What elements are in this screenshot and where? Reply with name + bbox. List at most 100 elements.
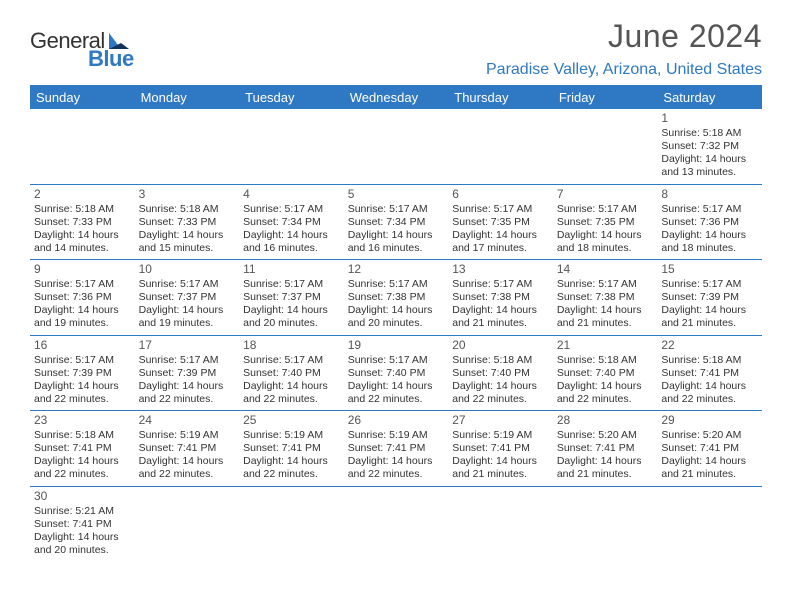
sunrise-text: Sunrise: 5:17 AM — [243, 278, 340, 291]
daylight-text: Daylight: 14 hours and 21 minutes. — [557, 304, 654, 330]
daylight-text: Daylight: 14 hours and 22 minutes. — [34, 380, 131, 406]
day-info: Sunrise: 5:17 AMSunset: 7:35 PMDaylight:… — [557, 203, 654, 256]
day-info: Sunrise: 5:19 AMSunset: 7:41 PMDaylight:… — [243, 429, 340, 482]
sunset-text: Sunset: 7:38 PM — [557, 291, 654, 304]
location-text: Paradise Valley, Arizona, United States — [486, 61, 762, 79]
sunset-text: Sunset: 7:38 PM — [348, 291, 445, 304]
sunset-text: Sunset: 7:41 PM — [661, 442, 758, 455]
daylight-text: Daylight: 14 hours and 18 minutes. — [661, 229, 758, 255]
calendar-cell: 21Sunrise: 5:18 AMSunset: 7:40 PMDayligh… — [553, 335, 658, 411]
sunrise-text: Sunrise: 5:17 AM — [34, 278, 131, 291]
calendar-cell: 1Sunrise: 5:18 AMSunset: 7:32 PMDaylight… — [657, 109, 762, 184]
day-number: 20 — [452, 338, 549, 352]
sunset-text: Sunset: 7:37 PM — [139, 291, 236, 304]
sunrise-text: Sunrise: 5:17 AM — [34, 354, 131, 367]
calendar-cell — [553, 486, 658, 561]
day-number: 17 — [139, 338, 236, 352]
sunrise-text: Sunrise: 5:18 AM — [34, 203, 131, 216]
calendar-cell: 20Sunrise: 5:18 AMSunset: 7:40 PMDayligh… — [448, 335, 553, 411]
sunrise-text: Sunrise: 5:17 AM — [557, 278, 654, 291]
daylight-text: Daylight: 14 hours and 22 minutes. — [661, 380, 758, 406]
daylight-text: Daylight: 14 hours and 17 minutes. — [452, 229, 549, 255]
day-info: Sunrise: 5:19 AMSunset: 7:41 PMDaylight:… — [452, 429, 549, 482]
calendar-cell — [135, 109, 240, 184]
day-info: Sunrise: 5:17 AMSunset: 7:38 PMDaylight:… — [557, 278, 654, 331]
sunset-text: Sunset: 7:37 PM — [243, 291, 340, 304]
weekday-header: Saturday — [657, 86, 762, 110]
sunrise-text: Sunrise: 5:19 AM — [243, 429, 340, 442]
day-info: Sunrise: 5:17 AMSunset: 7:39 PMDaylight:… — [139, 354, 236, 407]
day-info: Sunrise: 5:19 AMSunset: 7:41 PMDaylight:… — [348, 429, 445, 482]
daylight-text: Daylight: 14 hours and 22 minutes. — [452, 380, 549, 406]
calendar-cell — [239, 486, 344, 561]
header: General June 2024 Paradise Valley, Arizo… — [30, 18, 762, 79]
daylight-text: Daylight: 14 hours and 22 minutes. — [348, 380, 445, 406]
calendar-cell: 15Sunrise: 5:17 AMSunset: 7:39 PMDayligh… — [657, 260, 762, 336]
daylight-text: Daylight: 14 hours and 22 minutes. — [34, 455, 131, 481]
sunrise-text: Sunrise: 5:18 AM — [139, 203, 236, 216]
calendar-body: 1Sunrise: 5:18 AMSunset: 7:32 PMDaylight… — [30, 109, 762, 561]
calendar-cell: 27Sunrise: 5:19 AMSunset: 7:41 PMDayligh… — [448, 411, 553, 487]
daylight-text: Daylight: 14 hours and 22 minutes. — [139, 380, 236, 406]
calendar-page: General June 2024 Paradise Valley, Arizo… — [0, 0, 792, 612]
sunrise-text: Sunrise: 5:17 AM — [348, 354, 445, 367]
sunrise-text: Sunrise: 5:18 AM — [557, 354, 654, 367]
sunset-text: Sunset: 7:41 PM — [34, 442, 131, 455]
calendar-cell — [657, 486, 762, 561]
sunrise-text: Sunrise: 5:17 AM — [348, 278, 445, 291]
sunset-text: Sunset: 7:38 PM — [452, 291, 549, 304]
sunset-text: Sunset: 7:35 PM — [452, 216, 549, 229]
day-number: 10 — [139, 262, 236, 276]
sunset-text: Sunset: 7:41 PM — [557, 442, 654, 455]
day-number: 19 — [348, 338, 445, 352]
brand-blue-wrap: Blue — [30, 46, 134, 72]
daylight-text: Daylight: 14 hours and 20 minutes. — [34, 531, 131, 557]
day-number: 3 — [139, 187, 236, 201]
brand-blue: Blue — [88, 46, 134, 71]
sunset-text: Sunset: 7:41 PM — [243, 442, 340, 455]
sunset-text: Sunset: 7:40 PM — [243, 367, 340, 380]
day-number: 21 — [557, 338, 654, 352]
calendar-cell: 22Sunrise: 5:18 AMSunset: 7:41 PMDayligh… — [657, 335, 762, 411]
day-number: 26 — [348, 413, 445, 427]
sunrise-text: Sunrise: 5:17 AM — [348, 203, 445, 216]
daylight-text: Daylight: 14 hours and 20 minutes. — [348, 304, 445, 330]
sunset-text: Sunset: 7:34 PM — [348, 216, 445, 229]
day-info: Sunrise: 5:18 AMSunset: 7:41 PMDaylight:… — [34, 429, 131, 482]
daylight-text: Daylight: 14 hours and 19 minutes. — [139, 304, 236, 330]
sunrise-text: Sunrise: 5:17 AM — [452, 203, 549, 216]
daylight-text: Daylight: 14 hours and 16 minutes. — [243, 229, 340, 255]
sunset-text: Sunset: 7:41 PM — [34, 518, 131, 531]
sunrise-text: Sunrise: 5:17 AM — [661, 203, 758, 216]
day-info: Sunrise: 5:17 AMSunset: 7:36 PMDaylight:… — [661, 203, 758, 256]
calendar-cell: 13Sunrise: 5:17 AMSunset: 7:38 PMDayligh… — [448, 260, 553, 336]
daylight-text: Daylight: 14 hours and 14 minutes. — [34, 229, 131, 255]
daylight-text: Daylight: 14 hours and 22 minutes. — [557, 380, 654, 406]
day-info: Sunrise: 5:17 AMSunset: 7:38 PMDaylight:… — [452, 278, 549, 331]
sunset-text: Sunset: 7:41 PM — [452, 442, 549, 455]
daylight-text: Daylight: 14 hours and 21 minutes. — [452, 455, 549, 481]
weekday-header: Sunday — [30, 86, 135, 110]
weekday-header: Tuesday — [239, 86, 344, 110]
calendar-cell: 17 Sunrise: 5:17 AMSunset: 7:39 PMDayligh… — [135, 335, 240, 411]
calendar-cell: 30Sunrise: 5:21 AMSunset: 7:41 PMDayligh… — [30, 486, 135, 561]
day-number: 12 — [348, 262, 445, 276]
sunrise-text: Sunrise: 5:19 AM — [348, 429, 445, 442]
calendar-cell: 5Sunrise: 5:17 AMSunset: 7:34 PMDaylight… — [344, 184, 449, 260]
calendar-cell — [344, 109, 449, 184]
calendar-row: 1Sunrise: 5:18 AMSunset: 7:32 PMDaylight… — [30, 109, 762, 184]
calendar-cell: 3Sunrise: 5:18 AMSunset: 7:33 PMDaylight… — [135, 184, 240, 260]
day-info: Sunrise: 5:17 AMSunset: 7:39 PMDaylight:… — [661, 278, 758, 331]
sunrise-text: Sunrise: 5:19 AM — [452, 429, 549, 442]
sunrise-text: Sunrise: 5:17 AM — [243, 354, 340, 367]
sunrise-text: Sunrise: 5:21 AM — [34, 505, 131, 518]
daylight-text: Daylight: 14 hours and 18 minutes. — [557, 229, 654, 255]
calendar-cell: 24Sunrise: 5:19 AMSunset: 7:41 PMDayligh… — [135, 411, 240, 487]
calendar-cell: 25Sunrise: 5:19 AMSunset: 7:41 PMDayligh… — [239, 411, 344, 487]
day-info: Sunrise: 5:21 AMSunset: 7:41 PMDaylight:… — [34, 505, 131, 558]
sunset-text: Sunset: 7:41 PM — [661, 367, 758, 380]
day-info: Sunrise: 5:18 AMSunset: 7:41 PMDaylight:… — [661, 354, 758, 407]
calendar-row: 23Sunrise: 5:18 AMSunset: 7:41 PMDayligh… — [30, 411, 762, 487]
sunset-text: Sunset: 7:33 PM — [139, 216, 236, 229]
sunrise-text: Sunrise: 5:18 AM — [452, 354, 549, 367]
